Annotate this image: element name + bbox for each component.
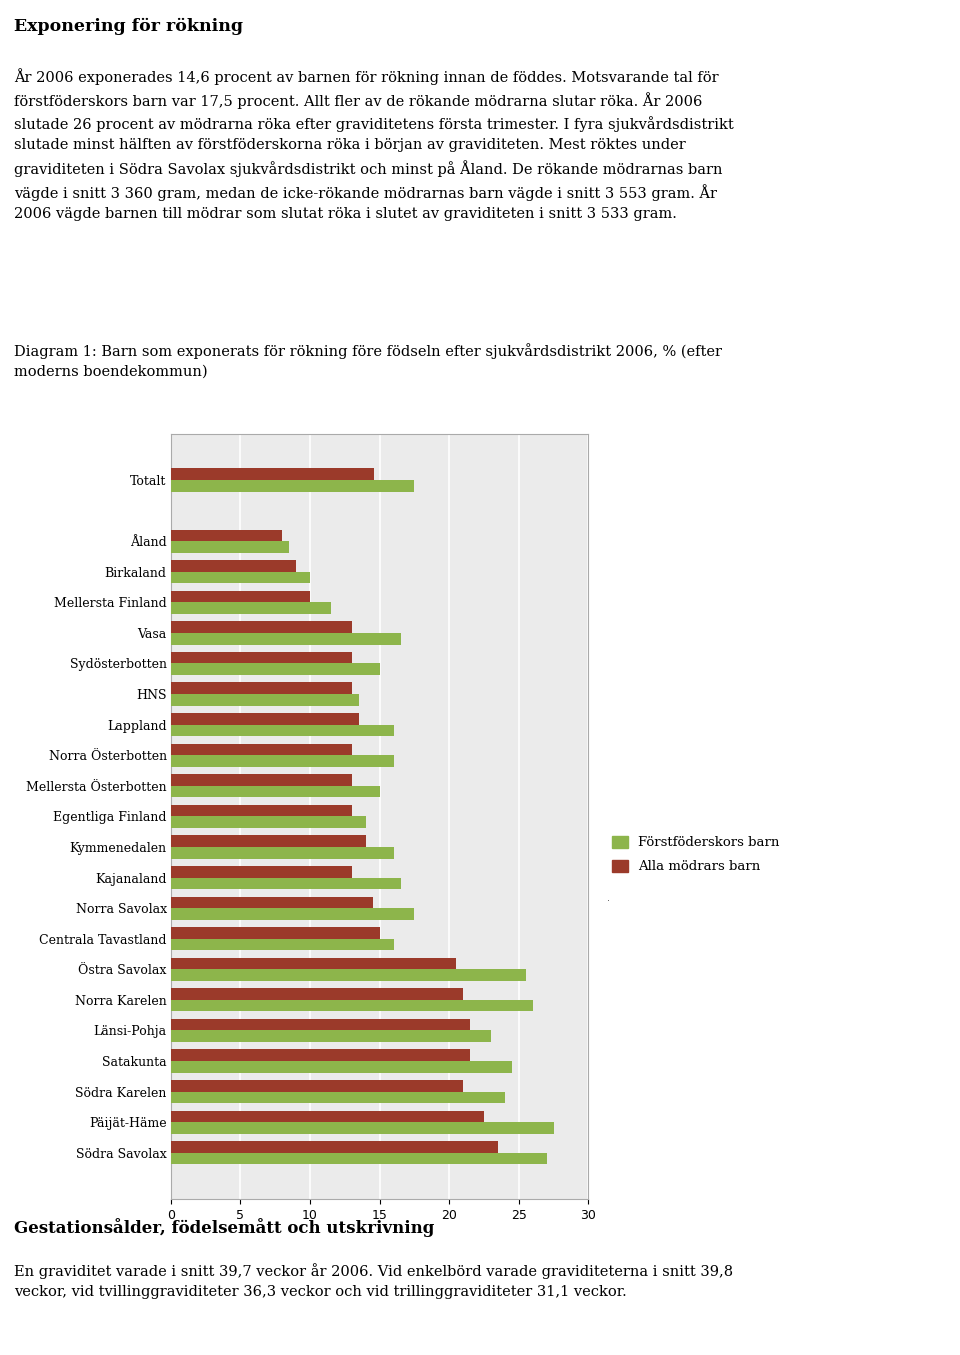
Bar [171, 816, 366, 828]
Bar [171, 591, 310, 603]
Bar [171, 664, 380, 675]
Bar [171, 969, 526, 981]
Bar [171, 1061, 512, 1073]
Bar [171, 847, 394, 859]
Bar [171, 1111, 484, 1122]
Bar [171, 622, 352, 633]
Bar [171, 939, 394, 950]
Bar [171, 744, 352, 755]
Bar [171, 541, 289, 553]
Bar [171, 908, 415, 920]
Bar [171, 560, 296, 572]
Bar [171, 805, 352, 816]
Bar [171, 1153, 547, 1164]
Bar [171, 1019, 470, 1030]
Bar [171, 1141, 498, 1153]
Text: År 2006 exponerades 14,6 procent av barnen för rökning innan de föddes. Motsvara: År 2006 exponerades 14,6 procent av barn… [14, 68, 734, 221]
Bar [171, 572, 310, 584]
Bar [171, 694, 359, 706]
Text: En graviditet varade i snitt 39,7 veckor år 2006. Vid enkelbörd varade gravidite: En graviditet varade i snitt 39,7 veckor… [14, 1263, 733, 1299]
Bar [171, 1000, 533, 1011]
Bar [171, 866, 352, 878]
Text: Diagram 1: Barn som exponerats för rökning före födseln efter sjukvårdsdistrikt : Diagram 1: Barn som exponerats för rökni… [14, 343, 722, 378]
Bar [171, 530, 282, 541]
Bar [171, 786, 380, 798]
Bar [171, 988, 463, 1000]
Bar [171, 603, 331, 614]
Text: Exponering för rökning: Exponering för rökning [14, 18, 244, 35]
Bar [171, 683, 352, 694]
Bar [171, 1030, 492, 1042]
Bar [171, 713, 359, 725]
Bar [171, 878, 400, 889]
Bar [171, 897, 372, 908]
Bar [171, 1080, 463, 1092]
Bar [171, 725, 394, 736]
Bar [171, 469, 374, 480]
Bar [171, 958, 456, 969]
Legend: Förstföderskors barn, Alla mödrars barn: Förstföderskors barn, Alla mödrars barn [612, 836, 780, 874]
Bar [171, 633, 400, 645]
Bar [171, 835, 366, 847]
Bar [171, 480, 415, 492]
Bar [171, 1049, 470, 1061]
Bar [171, 1092, 505, 1103]
Text: Gestationsålder, födelsemått och utskrivning: Gestationsålder, födelsemått och utskriv… [14, 1218, 435, 1237]
Bar [171, 927, 380, 939]
Bar [171, 1122, 554, 1134]
Bar [171, 652, 352, 664]
Bar [171, 755, 394, 767]
Bar [171, 774, 352, 786]
